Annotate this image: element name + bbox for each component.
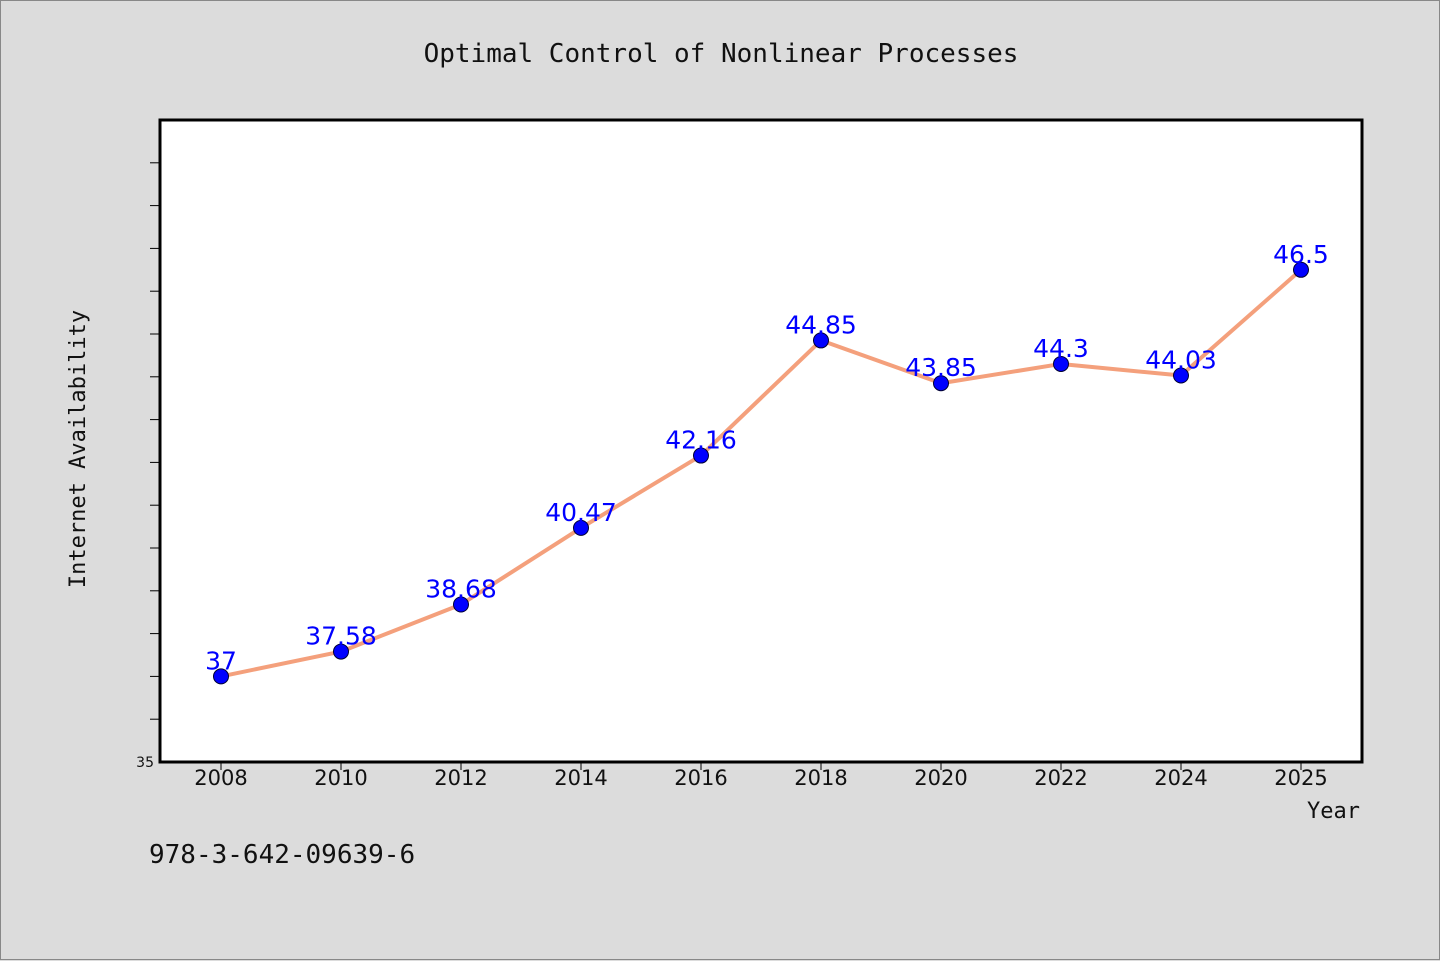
series-layer: 37 37.58 38.68 40.47 42.16 44.85 43.85 44.3 44.0… xyxy=(205,240,1329,685)
x-axis-ticks: 2008 2010 2012 2014 2016 2018 2020 2022 2024 2025 xyxy=(194,762,1328,790)
chart-title: Optimal Control of Nonlinear Processes xyxy=(424,39,1019,69)
data-label: 44.85 xyxy=(785,310,857,339)
data-point xyxy=(1173,367,1189,384)
data-point xyxy=(1053,355,1069,372)
data-point xyxy=(333,643,349,660)
data-point xyxy=(813,332,829,349)
data-label: 37 xyxy=(205,646,237,675)
data-label: 44.03 xyxy=(1145,346,1217,375)
x-tick-label: 2018 xyxy=(794,766,847,790)
data-label: 46.5 xyxy=(1273,240,1329,269)
data-label: 40.47 xyxy=(545,498,617,527)
y-axis-ticks xyxy=(150,162,160,720)
x-tick-label: 2022 xyxy=(1034,766,1087,790)
data-label: 38.68 xyxy=(425,574,497,603)
data-point xyxy=(1293,261,1309,278)
data-point xyxy=(693,447,709,464)
x-tick-label: 2008 xyxy=(194,766,247,790)
data-label: 44.3 xyxy=(1033,334,1089,363)
y-axis-label: Internet Availability xyxy=(66,310,91,588)
x-tick-label: 2020 xyxy=(914,766,967,790)
x-tick-label: 2016 xyxy=(674,766,727,790)
data-point xyxy=(933,375,949,392)
x-tick-label: 2024 xyxy=(1154,766,1207,790)
data-label: 42.16 xyxy=(665,426,737,455)
x-tick-label: 2014 xyxy=(554,766,607,790)
x-axis-label: Year xyxy=(1307,799,1360,824)
x-tick-label: 2025 xyxy=(1274,766,1327,790)
data-point xyxy=(213,668,229,685)
plot-area xyxy=(158,118,1364,764)
data-point xyxy=(573,519,589,536)
data-point xyxy=(453,596,469,613)
x-tick-label: 2010 xyxy=(314,766,367,790)
x-tick-label: 2012 xyxy=(434,766,487,790)
series-line xyxy=(219,267,1303,679)
data-label: 37.58 xyxy=(305,622,377,651)
isbn-footer: 978-3-642-09639-6 xyxy=(149,840,415,870)
y-tick-label-min: 35 xyxy=(136,755,154,771)
data-label: 43.85 xyxy=(905,353,977,382)
